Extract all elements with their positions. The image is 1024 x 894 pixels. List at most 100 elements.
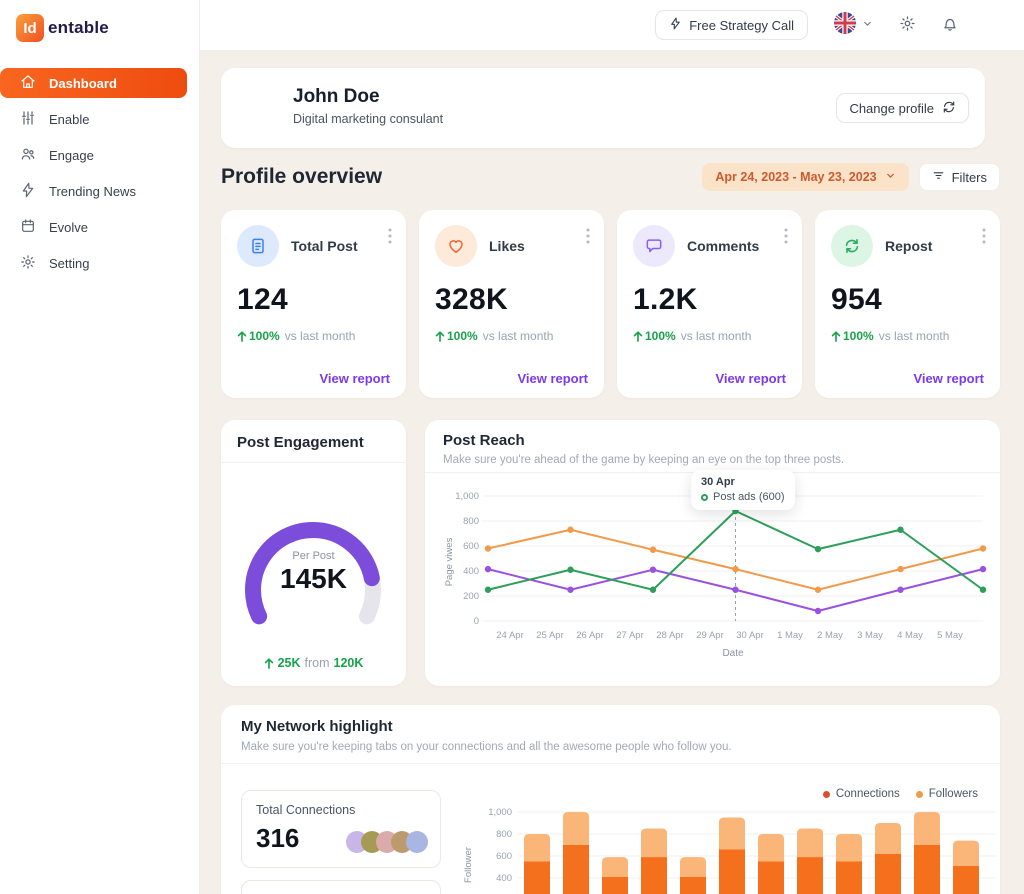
delta-up-icon: 100% bbox=[831, 329, 874, 343]
total-connections-value: 316 bbox=[256, 823, 300, 853]
svg-text:1,000: 1,000 bbox=[455, 491, 479, 502]
date-range-picker[interactable]: Apr 24, 2023 - May 23, 2023 bbox=[702, 163, 909, 191]
svg-text:Page viwes: Page viwes bbox=[444, 537, 455, 586]
delta-note: vs last month bbox=[680, 329, 752, 343]
svg-text:Date: Date bbox=[722, 648, 744, 659]
delta-up-icon bbox=[264, 657, 273, 669]
card-subtitle: Make sure you're keeping tabs on your co… bbox=[241, 741, 732, 753]
total-connections-box: Total Connections 316 bbox=[241, 790, 441, 868]
my-network-card: My Network highlight Make sure you're ke… bbox=[221, 705, 1000, 894]
card-title: My Network highlight bbox=[241, 718, 393, 735]
stat-card-total-post: Total Post 124 100% vs last month View r… bbox=[221, 210, 406, 398]
delta-note: vs last month bbox=[482, 329, 554, 343]
svg-text:5 May: 5 May bbox=[937, 630, 963, 641]
legend-dot-icon bbox=[822, 790, 830, 798]
svg-text:26 Apr: 26 Apr bbox=[576, 630, 603, 641]
svg-text:24 Apr: 24 Apr bbox=[496, 630, 523, 641]
settings-button[interactable] bbox=[899, 15, 916, 35]
sidebar: Id entable Dashboard Enable Engage Trend… bbox=[0, 0, 200, 894]
post-reach-card: Post Reach Make sure you're ahead of the… bbox=[425, 420, 1000, 686]
legend-followers: Followers bbox=[915, 788, 978, 800]
delta-up-icon: 100% bbox=[237, 329, 280, 343]
kebab-menu-icon[interactable] bbox=[780, 224, 792, 251]
chart-legend: Connections Followers bbox=[822, 788, 978, 800]
date-range-label: Apr 24, 2023 - May 23, 2023 bbox=[715, 170, 877, 184]
delta-note: vs last month bbox=[284, 329, 356, 343]
notifications-button[interactable] bbox=[942, 15, 958, 35]
stat-value: 124 bbox=[237, 283, 288, 316]
svg-text:800: 800 bbox=[496, 829, 512, 840]
kebab-menu-icon[interactable] bbox=[582, 224, 594, 251]
svg-text:3 May: 3 May bbox=[857, 630, 883, 641]
filters-button[interactable]: Filters bbox=[918, 163, 1000, 191]
post-engagement-card: Post Engagement Per Post 145K 25K from 1… bbox=[221, 420, 406, 686]
cta-label: Free Strategy Call bbox=[689, 17, 794, 33]
view-report-link[interactable]: View report bbox=[715, 371, 786, 386]
logo-wordmark: entable bbox=[48, 18, 109, 37]
repost-icon bbox=[831, 225, 873, 267]
engagement-delta: 25K from 120K bbox=[221, 656, 406, 670]
svg-text:600: 600 bbox=[496, 851, 512, 862]
sidebar-item-label: Evolve bbox=[49, 219, 89, 235]
view-report-link[interactable]: View report bbox=[319, 371, 390, 386]
topbar: Free Strategy Call bbox=[200, 0, 1024, 50]
sidebar-item-label: Trending News bbox=[49, 183, 136, 199]
stat-card-likes: Likes 328K 100% vs last month View repor… bbox=[419, 210, 604, 398]
card-subtitle: Make sure you're ahead of the game by ke… bbox=[443, 454, 845, 466]
document-icon bbox=[237, 225, 279, 267]
svg-text:0: 0 bbox=[474, 616, 479, 627]
sidebar-item-enable[interactable]: Enable bbox=[0, 104, 187, 134]
stat-cards-row: Total Post 124 100% vs last month View r… bbox=[221, 210, 1000, 398]
gauge-value: 145K bbox=[280, 563, 347, 594]
change-profile-button[interactable]: Change profile bbox=[836, 93, 969, 123]
svg-text:27 Apr: 27 Apr bbox=[616, 630, 643, 641]
language-selector[interactable] bbox=[834, 11, 873, 39]
delta-up-icon: 100% bbox=[435, 329, 478, 343]
svg-text:28 Apr: 28 Apr bbox=[656, 630, 683, 641]
sidebar-item-setting[interactable]: Setting bbox=[0, 248, 187, 278]
sliders-icon bbox=[20, 110, 36, 129]
total-connections-label: Total Connections bbox=[256, 803, 356, 817]
sidebar-item-dashboard[interactable]: Dashboard bbox=[0, 68, 187, 98]
bell-icon bbox=[942, 15, 958, 35]
chevron-down-icon bbox=[885, 170, 896, 184]
filter-icon bbox=[932, 169, 945, 185]
free-strategy-call-button[interactable]: Free Strategy Call bbox=[655, 10, 808, 40]
profile-card: John Doe Digital marketing consulant Cha… bbox=[221, 68, 985, 148]
sidebar-item-evolve[interactable]: Evolve bbox=[0, 212, 187, 242]
uk-flag-icon bbox=[834, 11, 856, 39]
svg-text:600: 600 bbox=[463, 541, 479, 552]
svg-text:800: 800 bbox=[463, 516, 479, 527]
logo-mark: Id bbox=[16, 14, 44, 42]
svg-text:30 Apr: 30 Apr bbox=[736, 630, 763, 641]
delta-note: vs last month bbox=[878, 329, 950, 343]
sidebar-item-label: Dashboard bbox=[49, 75, 117, 91]
lightning-icon bbox=[20, 182, 36, 201]
filters-label: Filters bbox=[951, 169, 987, 185]
secondary-stat-box bbox=[241, 880, 441, 894]
stat-value: 1.2K bbox=[633, 283, 698, 316]
kebab-menu-icon[interactable] bbox=[384, 224, 396, 251]
sidebar-item-trending-news[interactable]: Trending News bbox=[0, 176, 187, 206]
card-title: Post Reach bbox=[443, 432, 525, 449]
stat-card-repost: Repost 954 100% vs last month View repor… bbox=[815, 210, 1000, 398]
view-report-link[interactable]: View report bbox=[517, 371, 588, 386]
chevron-down-icon bbox=[862, 16, 873, 34]
stat-value: 328K bbox=[435, 283, 508, 316]
heart-icon bbox=[435, 225, 477, 267]
brand-logo: Id entable bbox=[0, 0, 199, 42]
sidebar-item-engage[interactable]: Engage bbox=[0, 140, 187, 170]
gear-icon bbox=[20, 254, 36, 273]
stat-title: Likes bbox=[489, 238, 525, 254]
kebab-menu-icon[interactable] bbox=[978, 224, 990, 251]
lightning-icon bbox=[669, 17, 682, 33]
svg-text:Follower: Follower bbox=[463, 847, 474, 883]
series-marker-icon bbox=[701, 493, 708, 501]
gauge-label: Per Post bbox=[292, 550, 335, 562]
sidebar-nav: Dashboard Enable Engage Trending News Ev… bbox=[0, 68, 199, 278]
legend-connections: Connections bbox=[822, 788, 900, 800]
delta-up-icon: 100% bbox=[633, 329, 676, 343]
chart-tooltip: 30 Apr Post ads (600) bbox=[691, 470, 795, 510]
post-reach-line-chart: 0 200 400 600 800 1,000 24 Apr 25 Apr 26 Apr 27 A… bbox=[444, 491, 987, 659]
view-report-link[interactable]: View report bbox=[913, 371, 984, 386]
